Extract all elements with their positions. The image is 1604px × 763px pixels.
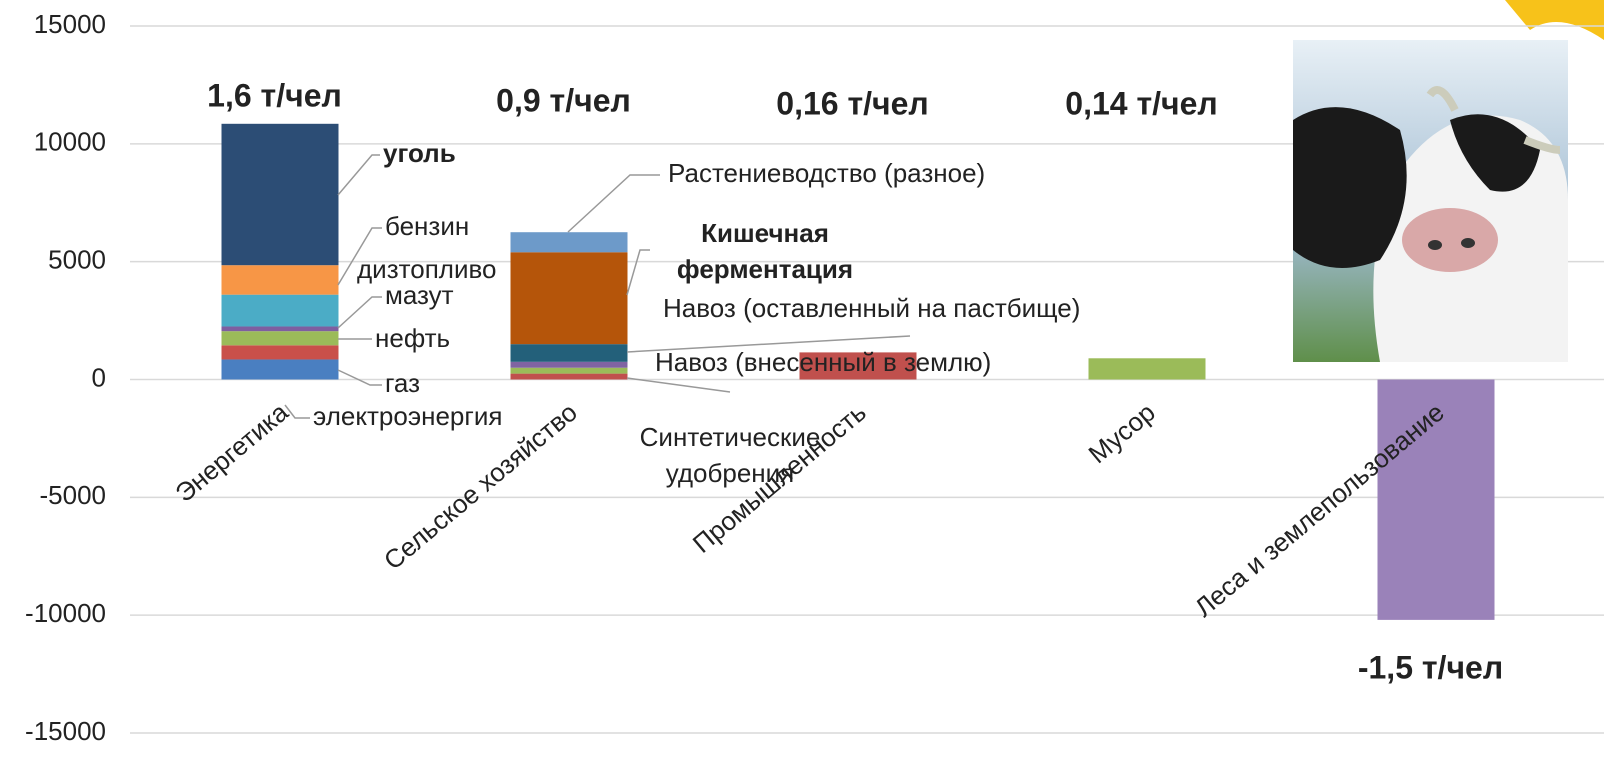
y-tick-label: -5000 [40, 480, 107, 510]
series-label: Растениеводство (разное) [668, 158, 985, 188]
bar-segment [222, 345, 339, 359]
bar-segment [511, 368, 628, 374]
value-annotation: 0,14 т/чел [1065, 85, 1217, 121]
x-tick-label: Энергетика [169, 397, 294, 509]
x-tick-label: Мусор [1083, 397, 1161, 469]
value-annotation: 1,6 т/чел [207, 77, 342, 113]
value-annotation: -1,5 т/чел [1358, 649, 1503, 685]
chart: -15000 -10000 -5000 0 5000 10000 15000 электроэ… [0, 0, 1604, 763]
series-label: Кишечная ферментация [650, 215, 880, 287]
series-label: уголь [383, 138, 456, 168]
value-annotation: 0,16 т/чел [776, 85, 928, 121]
series-label: газ [385, 368, 420, 398]
bar-segment [222, 295, 339, 327]
bar-segment [511, 374, 628, 380]
series-label: Кишечная ферментация [650, 215, 880, 295]
bar-segment [222, 124, 339, 265]
bar-segment [511, 362, 628, 368]
bar-segment [511, 344, 628, 362]
y-tick-label: 5000 [48, 245, 106, 275]
bar-segment [222, 326, 339, 331]
bar-segment [1089, 358, 1206, 379]
y-tick-label: -10000 [25, 598, 106, 628]
leader-line [568, 175, 660, 232]
leader-line [338, 155, 380, 195]
series-label: мазут [385, 280, 454, 310]
bar-segment [222, 331, 339, 345]
series-label: Навоз (оставленный на пастбище) [663, 293, 1080, 323]
series-label: Навоз (внесенный в землю) [655, 347, 991, 377]
value-annotation: 0,9 т/чел [496, 82, 631, 118]
series-label: нефть [375, 323, 450, 353]
bar-segment [222, 265, 339, 294]
cow-photo [1293, 40, 1568, 362]
leader-line [627, 250, 650, 295]
y-tick-label: 10000 [34, 127, 106, 157]
leader-line [338, 370, 382, 385]
series-label: бензин [385, 211, 469, 241]
bar-segment [222, 359, 339, 379]
bar-segment [511, 252, 628, 344]
series-label: дизтопливо [357, 254, 496, 284]
y-tick-label: 0 [92, 362, 106, 392]
corner-decoration [1505, 0, 1604, 40]
y-tick-label: -15000 [25, 716, 106, 746]
series-label: электроэнергия [313, 401, 502, 431]
bar-segment [511, 232, 628, 252]
y-tick-label: 15000 [34, 9, 106, 39]
